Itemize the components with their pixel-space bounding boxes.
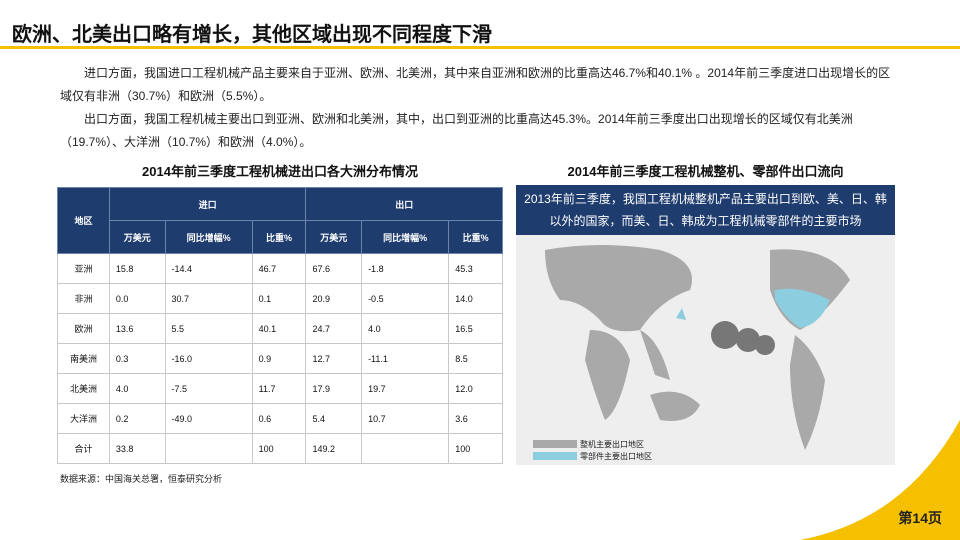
header-cell: 比重% (448, 220, 503, 254)
table-row: 非洲 0.0 30.7 0.1 20.9 -0.5 14.0 (57, 283, 503, 314)
table-cell: 0.0 (108, 283, 166, 314)
table-cell: 30.7 (164, 283, 253, 314)
header-cell: 同比增幅% (164, 220, 253, 254)
table-cell (164, 433, 253, 464)
header-cell: 进口 (108, 187, 307, 221)
table-cell: 10.7 (361, 403, 450, 434)
header-row: 万美元 同比增幅% 比重% 万美元 同比增幅% 比重% (58, 220, 503, 254)
table-cell: -11.1 (361, 343, 450, 374)
table-cell: 100 (251, 433, 307, 464)
table-cell: 8.5 (448, 343, 503, 374)
table-cell: 0.3 (108, 343, 166, 374)
table-cell: 45.3 (448, 253, 503, 284)
table-cell: -16.0 (164, 343, 253, 374)
table-cell: -0.5 (361, 283, 450, 314)
map-caption: 2014年前三季度工程机械整机、零部件出口流向 (567, 164, 844, 179)
table-cell: 0.6 (251, 403, 307, 434)
table-row: 大洋洲 0.2 -49.0 0.6 5.4 10.7 3.6 (57, 403, 503, 434)
table-cell (361, 433, 450, 464)
table-cell: 亚洲 (57, 253, 110, 284)
paragraph: 进口方面，我国进口工程机械产品主要来自于亚洲、欧洲、北美洲，其中来自亚洲和欧洲的… (60, 66, 891, 103)
table-cell: 14.0 (448, 283, 503, 314)
paragraph: 出口方面，我国工程机械主要出口到亚洲、欧洲和北美洲，其中，出口到亚洲的比重高达4… (60, 112, 853, 149)
header-row: 地区 进口 出口 (57, 187, 503, 254)
table-cell: 3.6 (448, 403, 503, 434)
table-cell: 12.7 (305, 343, 363, 374)
table-cell: 5.4 (305, 403, 363, 434)
header-cell: 地区 (57, 187, 110, 254)
header-cell: 同比增幅% (361, 220, 450, 254)
table-cell: 4.0 (361, 313, 450, 344)
legend-label: 整机主要出口地区 (580, 440, 644, 449)
table-cell: 11.7 (251, 373, 307, 404)
table-cell: 欧洲 (57, 313, 110, 344)
table-cell: 16.5 (448, 313, 503, 344)
header-cell: 万美元 (305, 220, 363, 254)
header-cell: 比重% (251, 220, 307, 254)
table-cell: 19.7 (361, 373, 450, 404)
table-cell: 67.6 (305, 253, 363, 284)
table-row: 亚洲 15.8 -14.4 46.7 67.6 -1.8 45.3 (57, 253, 503, 284)
table-cell: 北美洲 (57, 373, 110, 404)
table-cell: 0.1 (251, 283, 307, 314)
data-table: 地区 进口 出口 万美元 同比增幅% 比重% 万美元 同比增幅% 比重% 亚洲 15.8 -14.4 4… (57, 187, 503, 464)
table-cell: -14.4 (164, 253, 253, 284)
table-cell: 33.8 (108, 433, 166, 464)
table-cell: 合计 (57, 433, 110, 464)
table-cell: 15.8 (108, 253, 166, 284)
table-cell: -7.5 (164, 373, 253, 404)
table-cell: 13.6 (108, 313, 166, 344)
table-cell: 17.9 (305, 373, 363, 404)
table-cell: 4.0 (108, 373, 166, 404)
table-cell: 46.7 (251, 253, 307, 284)
table-cell: 南美洲 (57, 343, 110, 374)
table-cell: 非洲 (57, 283, 110, 314)
table-cell: 12.0 (448, 373, 503, 404)
table-row: 合计 33.8 100 149.2 100 (57, 433, 503, 464)
header-cell: 出口 (305, 187, 503, 221)
legend-label: 零部件主要出口地区 (580, 452, 652, 461)
table-cell: 0.9 (251, 343, 307, 374)
table-cell: 40.1 (251, 313, 307, 344)
table-cell: 大洋洲 (57, 403, 110, 434)
title: 欧洲、北美出口略有增长，其他区域出现不同程度下滑 (12, 24, 492, 46)
table-cell: 0.2 (108, 403, 166, 434)
table-cell: 149.2 (305, 433, 363, 464)
header-cell: 万美元 (108, 220, 166, 254)
table-cell: 100 (448, 433, 503, 464)
page-number: 第14页 (898, 510, 942, 526)
table-cell: -49.0 (164, 403, 253, 434)
table-cell: -1.8 (361, 253, 450, 284)
source: 数据来源：中国海关总署，恒泰研究分析 (60, 474, 223, 484)
table-row: 南美洲 0.3 -16.0 0.9 12.7 -11.1 8.5 (57, 343, 503, 374)
map-note: 2013年前三季度，我国工程机械整机产品主要出口到欧、美、日、韩以外的国家，而美… (516, 185, 895, 235)
title-rule (0, 46, 960, 49)
table-cell: 24.7 (305, 313, 363, 344)
table-row: 北美洲 4.0 -7.5 11.7 17.9 19.7 12.0 (57, 373, 503, 404)
table-cell: 5.5 (164, 313, 253, 344)
table-caption: 2014年前三季度工程机械进出口各大洲分布情况 (142, 164, 418, 179)
table-row: 欧洲 13.6 5.5 40.1 24.7 4.0 16.5 (57, 313, 503, 344)
table-cell: 20.9 (305, 283, 363, 314)
